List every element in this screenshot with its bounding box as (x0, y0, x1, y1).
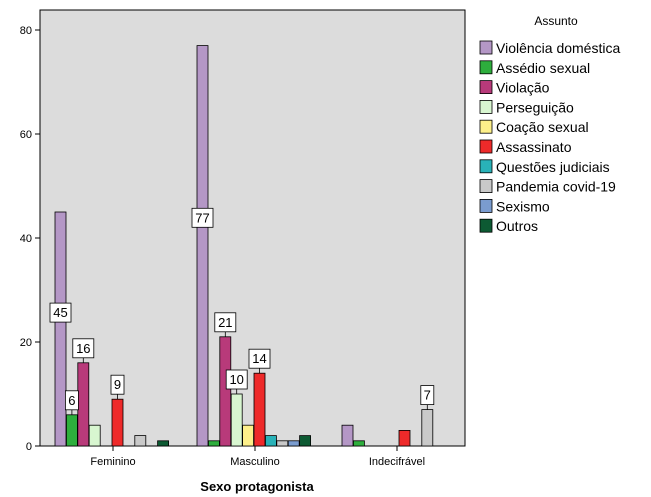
bar (207, 440, 220, 447)
legend-entry: Violação (496, 80, 550, 96)
legend: Violência doméstica Assédio sexual Violaçã… (479, 40, 620, 234)
legend-entry: Violência doméstica (496, 40, 620, 56)
data-label: 77 (195, 210, 209, 225)
bar (287, 440, 300, 447)
bar (299, 435, 312, 447)
bar (134, 435, 147, 447)
data-label-box (420, 385, 435, 406)
x-tick-label: Masculino (230, 456, 280, 468)
bar (54, 211, 67, 447)
data-label-box (72, 338, 95, 359)
bar (242, 424, 255, 447)
legend-swatch (479, 60, 493, 75)
plot-area (39, 9, 466, 447)
bar (111, 398, 124, 447)
legend-entry: Coação sexual (496, 119, 589, 135)
data-label-box (191, 207, 214, 228)
legend-entry: Assassinato (496, 139, 572, 155)
bar (276, 440, 289, 447)
x-tick-label: Indecifrável (369, 456, 425, 468)
data-label-box (110, 374, 125, 395)
data-label-box (248, 348, 271, 369)
legend-title: Assunto (534, 14, 578, 28)
legend-swatch (479, 218, 493, 233)
bar (421, 409, 434, 447)
data-label-box (65, 390, 79, 411)
bar (341, 424, 354, 447)
data-label: 16 (76, 341, 90, 356)
legend-swatch (479, 100, 493, 114)
legend-swatch (479, 119, 493, 134)
legend-swatch (479, 159, 493, 174)
bar (196, 45, 209, 447)
legend-entry: Perseguição (496, 99, 574, 115)
data-label-box (225, 369, 248, 390)
data-label: 14 (252, 351, 266, 366)
legend-swatch (479, 139, 493, 154)
y-tick-label: 60 (20, 129, 32, 141)
bar (157, 440, 170, 447)
bar (230, 393, 243, 447)
legend-entry: Outros (496, 218, 538, 234)
data-label: 7 (424, 388, 431, 403)
bar (66, 414, 78, 447)
bar (219, 336, 232, 447)
data-label: 6 (68, 393, 75, 408)
y-tick-label: 20 (20, 337, 32, 349)
legend-swatch (479, 40, 493, 55)
bar (264, 435, 277, 447)
y-tick-label: 40 (20, 233, 32, 245)
bar (352, 440, 365, 447)
legend-swatch (479, 198, 493, 213)
data-label: 9 (114, 377, 121, 392)
data-label: 45 (53, 305, 67, 320)
bar (398, 429, 411, 447)
y-tick-label: 0 (26, 441, 32, 453)
bar (77, 362, 90, 447)
data-label: 10 (229, 372, 243, 387)
legend-entry: Questões judiciais (496, 159, 610, 175)
legend-entry: Sexismo (496, 198, 550, 214)
legend-swatch (479, 179, 493, 194)
x-tick-label: Feminino (90, 456, 135, 468)
x-axis-title: Sexo protagonista (200, 479, 314, 494)
data-label: 21 (218, 315, 232, 330)
data-label-box (214, 312, 237, 333)
legend-swatch (479, 80, 493, 94)
bar (253, 372, 266, 447)
bar (88, 424, 101, 447)
data-label-box (49, 302, 72, 323)
legend-entry: Assédio sexual (496, 60, 590, 76)
y-tick-label: 80 (20, 25, 32, 37)
legend-entry: Pandemia covid-19 (496, 179, 616, 195)
